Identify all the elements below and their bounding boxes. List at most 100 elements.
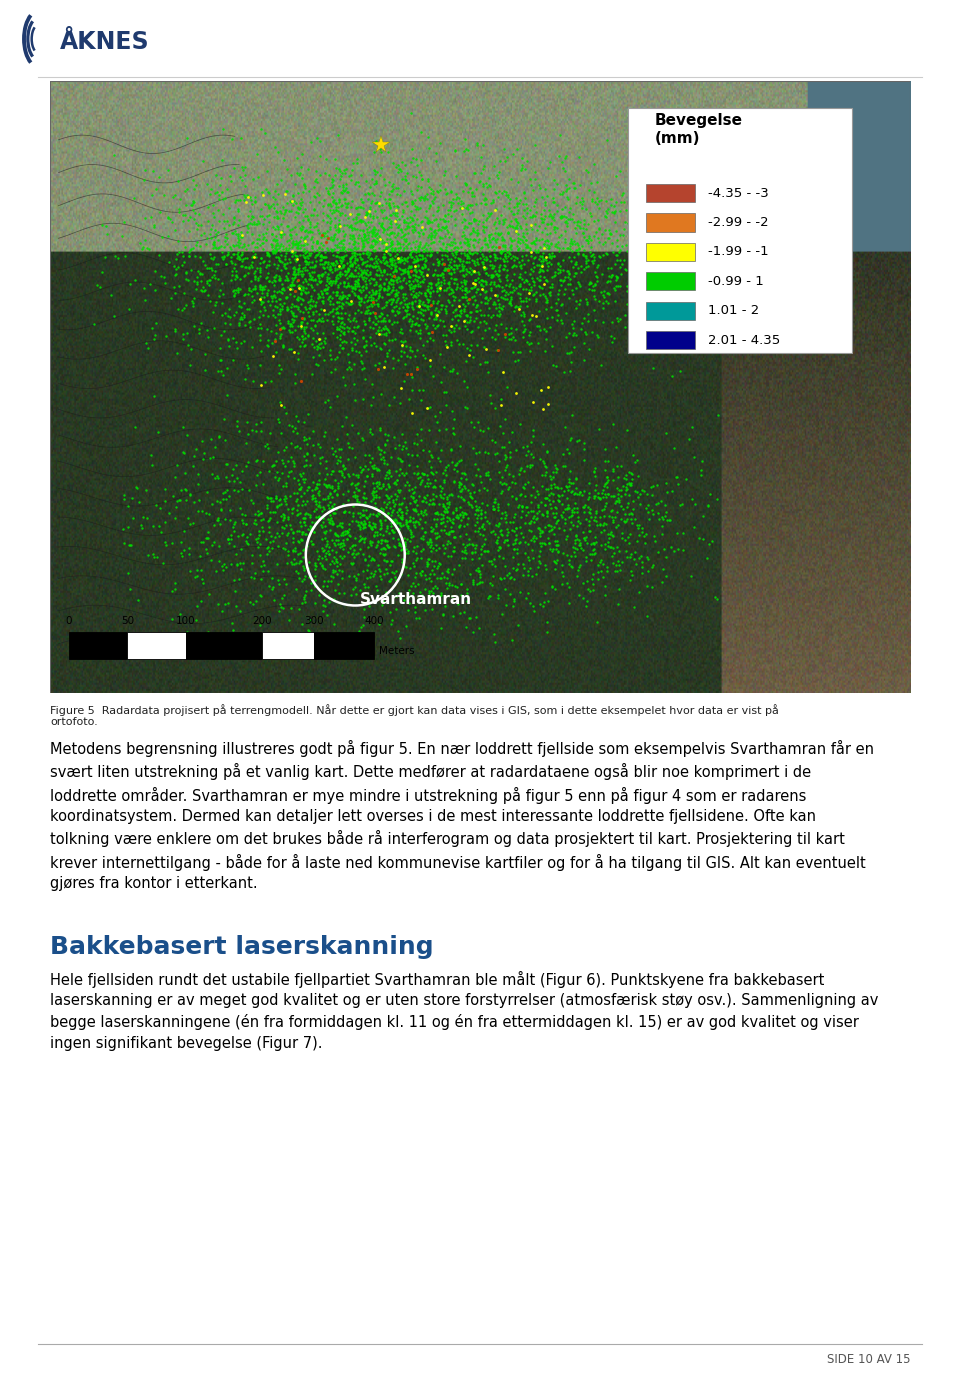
Point [446, 250, 462, 273]
Point [420, 298, 436, 320]
Point [590, 325, 606, 348]
Point [504, 323, 519, 345]
Point [623, 473, 638, 495]
Point [581, 161, 596, 184]
Point [355, 262, 371, 284]
Point [458, 128, 473, 150]
Point [482, 224, 497, 246]
Point [306, 262, 322, 284]
Point [397, 536, 413, 558]
Point [441, 273, 456, 295]
Point [610, 249, 625, 271]
Point [527, 168, 542, 191]
Point [359, 202, 374, 224]
Point [384, 501, 399, 523]
Point [611, 593, 626, 615]
Point [546, 216, 562, 238]
Point [356, 235, 372, 257]
Point [364, 255, 379, 277]
Point [464, 321, 479, 344]
Point [306, 185, 322, 207]
Point [583, 241, 598, 263]
Point [215, 203, 230, 225]
Point [441, 225, 456, 248]
Point [476, 216, 492, 238]
Point [508, 328, 523, 351]
Point [676, 538, 691, 561]
Point [274, 462, 289, 484]
Point [574, 312, 589, 334]
Point [617, 483, 633, 505]
Point [530, 241, 545, 263]
Point [320, 530, 335, 552]
Point [424, 321, 440, 344]
Point [417, 463, 432, 485]
Point [251, 499, 266, 522]
Point [300, 221, 316, 243]
Point [348, 236, 363, 259]
Text: 200: 200 [252, 616, 273, 626]
Point [492, 255, 508, 277]
Point [486, 565, 501, 587]
Point [297, 306, 312, 328]
Point [406, 241, 421, 263]
Point [280, 498, 296, 520]
Point [286, 295, 301, 317]
Point [582, 273, 597, 295]
Point [444, 334, 459, 356]
Point [296, 277, 311, 299]
Point [327, 223, 343, 245]
Point [422, 282, 438, 305]
Point [302, 221, 318, 243]
Point [278, 573, 294, 595]
Point [413, 189, 428, 211]
Point [718, 242, 733, 264]
Point [216, 236, 231, 259]
Point [557, 210, 572, 232]
Point [318, 280, 333, 302]
Point [538, 341, 553, 363]
Point [262, 506, 277, 529]
Point [205, 249, 221, 271]
Point [561, 497, 576, 519]
Point [631, 465, 646, 487]
Point [428, 538, 444, 561]
Point [509, 202, 524, 224]
Point [389, 485, 404, 508]
Point [297, 238, 312, 260]
Point [347, 538, 362, 561]
Point [440, 221, 455, 243]
Point [258, 228, 274, 250]
Point [672, 359, 687, 381]
Point [411, 160, 426, 182]
Point [474, 243, 490, 266]
Point [388, 282, 403, 305]
Point [634, 263, 649, 285]
Point [260, 510, 276, 533]
Text: 1.01 - 2: 1.01 - 2 [708, 305, 759, 317]
Point [207, 218, 223, 241]
Point [408, 285, 423, 307]
Point [587, 538, 602, 561]
Point [358, 491, 373, 513]
Point [364, 394, 379, 416]
Point [356, 487, 372, 509]
Point [435, 252, 450, 274]
Point [337, 321, 352, 344]
Point [502, 216, 517, 238]
Point [496, 435, 512, 458]
Point [334, 415, 349, 437]
Point [520, 501, 536, 523]
Point [171, 275, 186, 298]
Point [492, 566, 508, 588]
Point [302, 504, 318, 526]
Point [557, 160, 572, 182]
Point [539, 287, 554, 309]
Point [348, 339, 364, 362]
Point [362, 236, 377, 259]
Point [202, 268, 217, 291]
Point [336, 466, 351, 488]
Point [395, 249, 410, 271]
Point [220, 243, 235, 266]
Point [398, 615, 414, 637]
